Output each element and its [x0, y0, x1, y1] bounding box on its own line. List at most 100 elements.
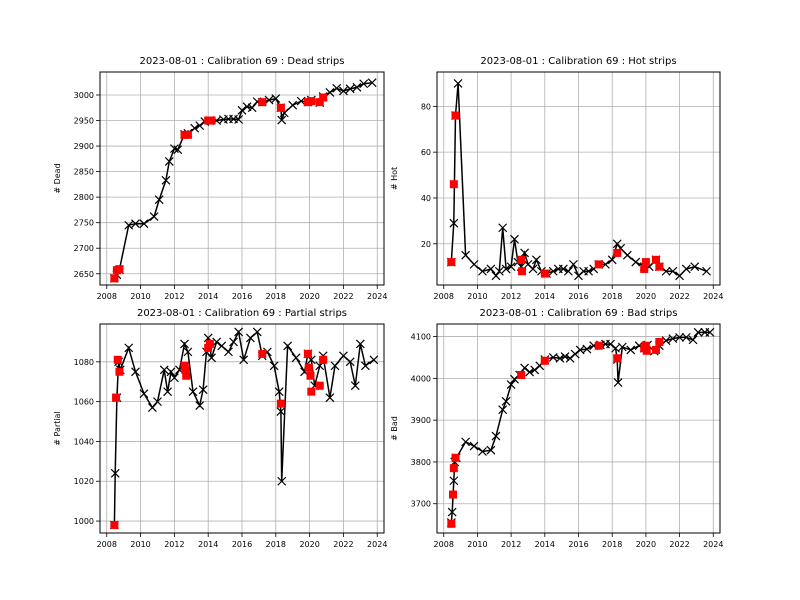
chart-0-point-3 [124, 220, 134, 230]
chart-1-highlight-point-6 [594, 260, 603, 269]
chart-2-highlight-point-6 [182, 371, 191, 380]
chart-2-highlight-point-9 [258, 349, 267, 358]
chart-1-xtick-label-2: 2012 [501, 292, 521, 301]
chart-2-point-7 [139, 389, 149, 399]
chart-1-xtick-label-3: 2014 [535, 292, 555, 301]
chart-1-highlight-point-2 [451, 111, 460, 120]
chart-1-point-12 [506, 262, 516, 272]
chart-3-xtick-label-7: 2022 [669, 540, 689, 549]
chart-2-point-8 [147, 403, 157, 413]
chart-0-ytick-label-0: 2650 [74, 270, 94, 279]
chart-0-point-8 [161, 175, 171, 185]
chart-2-point-34 [274, 387, 284, 397]
chart-2-highlight-point-2 [113, 355, 122, 364]
chart-3-point-48 [705, 327, 715, 337]
chart-2-point-19 [198, 385, 208, 395]
chart-2-point-52 [369, 355, 379, 365]
chart-1-xtick-label-7: 2022 [669, 292, 689, 301]
chart-1-ylabel: # Hot [390, 167, 399, 190]
chart-1-point-43 [668, 266, 678, 276]
chart-2-point-30 [252, 327, 262, 337]
chart-1-point-8 [491, 271, 501, 281]
chart-1-title: 2023-08-01 : Calibration 69 : Hot strips [480, 56, 676, 67]
chart-0-highlight-point-0 [110, 274, 119, 283]
chart-3-point-10 [498, 405, 508, 415]
chart-0-highlight-point-12 [319, 93, 328, 102]
chart-2-point-23 [212, 337, 222, 347]
chart-2-point-46 [330, 361, 340, 371]
chart-3-point-11 [501, 396, 511, 406]
chart-1-point-46 [690, 262, 700, 272]
chart-1-point-33 [607, 255, 617, 265]
chart-3-point-12 [506, 380, 516, 390]
chart-2-point-12 [166, 367, 176, 377]
chart-3-xtick-label-6: 2020 [636, 540, 656, 549]
chart-3-point-21 [555, 353, 565, 363]
chart-3-point-5 [461, 437, 471, 447]
chart-1-highlight-point-8 [640, 264, 649, 273]
chart-2-xtick-label-6: 2020 [299, 540, 319, 549]
chart-1-point-9 [494, 266, 504, 276]
chart-0-highlight-point-11 [315, 98, 324, 107]
chart-2-point-16 [183, 347, 193, 357]
chart-2-ytick-label-3: 1060 [74, 398, 94, 407]
chart-0-title: 2023-08-01 : Calibration 69 : Dead strip… [140, 56, 345, 67]
chart-0-point-39 [325, 88, 335, 97]
chart-3-highlight-point-3 [451, 453, 460, 462]
chart-1-xtick-label-4: 2016 [568, 292, 588, 301]
chart-2-point-48 [345, 357, 355, 367]
chart-0-point-7 [154, 195, 164, 205]
chart-2-highlight-point-0 [110, 521, 119, 530]
chart-0-ylabel: # Dead [53, 163, 62, 193]
chart-2-point-37 [283, 341, 293, 351]
chart-0-point-15 [195, 121, 205, 131]
chart-2-xtick-label-5: 2018 [266, 540, 286, 549]
chart-1-highlight-point-0 [447, 258, 456, 267]
chart-1-point-45 [681, 264, 691, 274]
chart-0-point-23 [237, 105, 247, 115]
chart-2-point-33 [269, 361, 279, 371]
chart-3-highlight-point-1 [449, 490, 458, 499]
chart-2-point-25 [224, 347, 233, 357]
chart-3-point-8 [486, 445, 496, 455]
chart-0-point-44 [359, 79, 369, 89]
chart-3-point-46 [693, 327, 703, 337]
chart-3-point-34 [617, 342, 627, 352]
chart-0-point-43 [352, 82, 362, 92]
chart-0-point-11 [173, 145, 183, 155]
chart-0-ytick-label-6: 2950 [74, 117, 94, 126]
chart-2-point-15 [180, 339, 189, 349]
chart-3-title: 2023-08-01 : Calibration 69 : Bad strips [480, 308, 678, 319]
chart-3-point-2 [449, 476, 459, 486]
chart-2-highlight-point-10 [276, 399, 285, 408]
chart-1-point-6 [478, 266, 487, 276]
chart-2-highlight-point-3 [115, 367, 124, 376]
chart-3-xtick-label-2: 2012 [501, 540, 521, 549]
chart-3-xtick-label-0: 2008 [434, 540, 454, 549]
chart-2-ytick-label-0: 1000 [74, 517, 94, 526]
chart-3-highlight-point-12 [655, 337, 664, 346]
chart-2-point-1 [110, 468, 120, 478]
chart-3-highlight-point-0 [447, 519, 456, 528]
chart-0-xtick-label-7: 2022 [333, 292, 353, 301]
chart-2-point-5 [124, 343, 134, 353]
chart-0-ytick-label-4: 2850 [74, 168, 94, 177]
chart-1-highlight-point-10 [651, 255, 660, 264]
chart-2-point-27 [234, 327, 244, 337]
partial-strips-chart: 2008 2010 2012 2014 2016 2018 2020 2022 2024 1000… [53, 308, 387, 549]
chart-2-ytick-label-1: 1020 [74, 477, 94, 486]
chart-3-point-9 [491, 431, 501, 441]
chart-0-ytick-label-7: 3000 [74, 91, 94, 100]
chart-0-point-22 [234, 115, 244, 124]
chart-3-highlight-point-5 [540, 356, 549, 365]
chart-2-xtick-label-7: 2022 [333, 540, 353, 549]
chart-1-point-13 [510, 234, 519, 244]
chart-2-ytick-label-2: 1040 [74, 437, 94, 446]
chart-3-ytick-label-3: 4000 [411, 374, 431, 383]
chart-3-ytick-label-4: 4100 [411, 333, 431, 342]
chart-2-highlight-point-16 [319, 355, 328, 364]
chart-0-point-25 [247, 103, 257, 113]
chart-3-point-22 [560, 352, 570, 362]
chart-2-xtick-label-8: 2024 [367, 540, 387, 549]
chart-3-point-6 [469, 441, 479, 451]
